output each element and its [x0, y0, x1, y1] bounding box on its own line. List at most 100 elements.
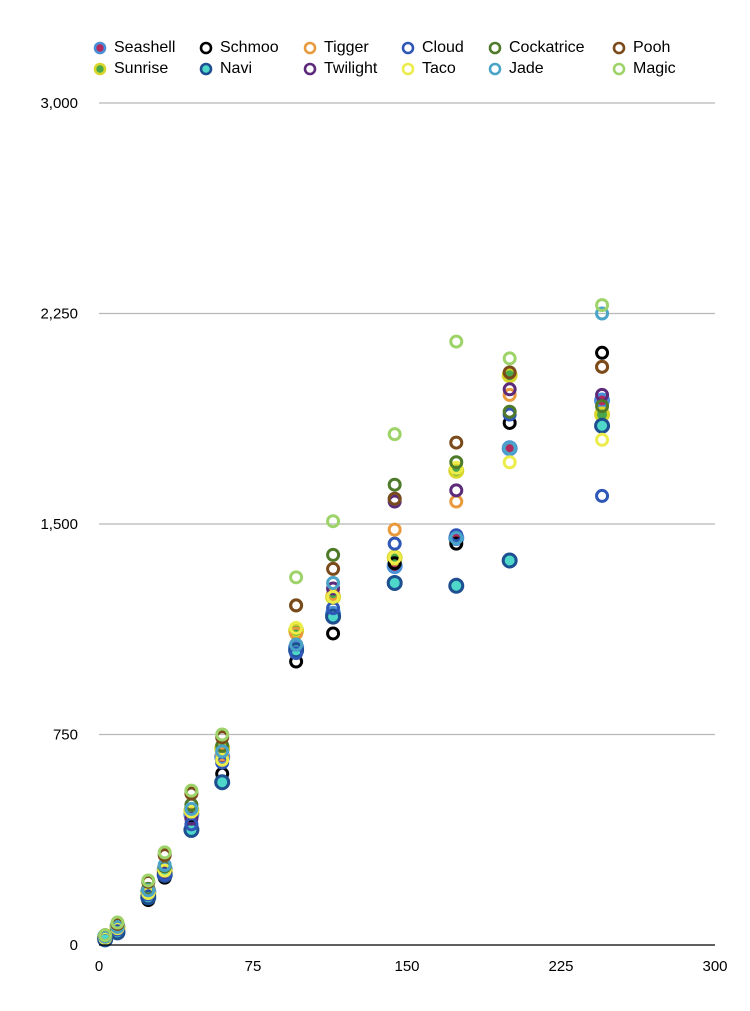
data-point: [595, 345, 610, 360]
data-point: [502, 382, 517, 397]
legend-marker-circle: [93, 41, 107, 55]
series-schmoo: [98, 345, 610, 947]
x-axis-ticks: 0 75 150 225 300: [95, 958, 728, 975]
legend-marker-circle: [199, 62, 213, 76]
series-seashell: [97, 392, 611, 945]
legend-marker: [401, 41, 415, 55]
data-point: [184, 817, 199, 832]
data-point: [449, 435, 464, 450]
y-tick-label: 0: [70, 937, 78, 954]
x-tick-label: 225: [548, 958, 573, 975]
data-point: [449, 494, 464, 509]
data-point: [449, 531, 464, 546]
legend-marker-circle: [93, 62, 107, 76]
y-tick-label: 3,000: [40, 95, 78, 112]
data-point: [501, 552, 518, 569]
data-point: [595, 359, 610, 374]
data-point: [387, 522, 402, 537]
data-point: [215, 727, 230, 742]
legend-item-cloud: Cloud: [400, 38, 464, 58]
legend-label: Magic: [633, 60, 676, 77]
series-taco: [98, 432, 610, 945]
data-point: [289, 646, 304, 661]
series-navi: [97, 417, 611, 948]
legend-label: Jade: [509, 60, 544, 77]
series-twilight: [98, 382, 610, 945]
legend-label: Cloud: [422, 39, 464, 56]
legend-marker-circle: [401, 62, 415, 76]
series-cockatrice: [98, 399, 610, 944]
data-point: [502, 455, 517, 470]
series-magic: [98, 298, 610, 943]
legend-item-seashell: Seashell: [92, 38, 175, 58]
legend-item-navi: Navi: [198, 59, 252, 79]
legend-marker: [303, 41, 317, 55]
series-tigger: [98, 359, 610, 944]
legend-item-sunrise: Sunrise: [92, 59, 168, 79]
data-point: [289, 570, 304, 585]
legend-marker: [488, 41, 502, 55]
data-point: [448, 577, 465, 594]
data-point: [141, 873, 156, 888]
legend-item-pooh: Pooh: [611, 38, 670, 58]
data-point: [595, 432, 610, 447]
legend-label: Seashell: [114, 39, 176, 56]
data-point: [215, 744, 230, 759]
series-cloud: [98, 407, 610, 945]
legend-marker-circle: [488, 41, 502, 55]
legend-item-schmoo: Schmoo: [198, 38, 279, 58]
data-point: [326, 561, 341, 576]
legend-label: Taco: [422, 60, 456, 77]
legend-marker: [199, 62, 213, 76]
data-point: [387, 477, 402, 492]
data-point: [289, 637, 304, 652]
legend-item-magic: Magic: [611, 59, 676, 79]
data-point: [214, 774, 231, 791]
data-point: [387, 556, 402, 571]
legend-marker: [93, 41, 107, 55]
legend-marker: [488, 62, 502, 76]
legend-marker-circle: [199, 41, 213, 55]
legend-marker-circle: [488, 62, 502, 76]
data-point: [326, 589, 341, 604]
y-tick-label: 2,250: [40, 306, 78, 323]
y-axis-ticks: 0 750 1,500 2,250 3,000: [40, 95, 78, 954]
legend-item-jade: Jade: [487, 59, 544, 79]
x-tick-label: 75: [245, 958, 262, 975]
data-point: [595, 306, 610, 321]
legend-label: Navi: [220, 60, 253, 77]
data-point: [110, 915, 125, 930]
legend-item-cockatrice: Cockatrice: [487, 38, 585, 58]
x-tick-label: 0: [95, 958, 103, 975]
y-tick-label: 750: [53, 727, 78, 744]
data-point: [184, 783, 199, 798]
legend-marker-circle: [401, 41, 415, 55]
data-point: [595, 298, 610, 313]
data-points: [97, 298, 611, 948]
legend-item-taco: Taco: [400, 59, 456, 79]
data-point: [449, 334, 464, 349]
data-point: [157, 845, 172, 860]
legend-item-tigger: Tigger: [302, 38, 369, 58]
data-point: [595, 399, 610, 414]
legend-marker: [199, 41, 213, 55]
legend-marker: [93, 62, 107, 76]
legend-label: Tigger: [324, 39, 369, 56]
legend-marker: [303, 62, 317, 76]
x-tick-label: 150: [394, 958, 419, 975]
data-point: [449, 536, 464, 551]
legend-marker-circle: [303, 41, 317, 55]
data-point: [98, 928, 113, 943]
data-point: [326, 581, 341, 596]
data-point: [449, 455, 464, 470]
data-point: [595, 488, 610, 503]
legend-label: Sunrise: [114, 60, 169, 77]
legend-label: Twilight: [324, 60, 378, 77]
data-point: [387, 427, 402, 442]
data-point: [502, 365, 517, 380]
data-point: [502, 441, 517, 456]
data-point: [386, 574, 403, 591]
legend-marker-circle: [612, 62, 626, 76]
legend-item-twilight: Twilight: [302, 59, 377, 79]
